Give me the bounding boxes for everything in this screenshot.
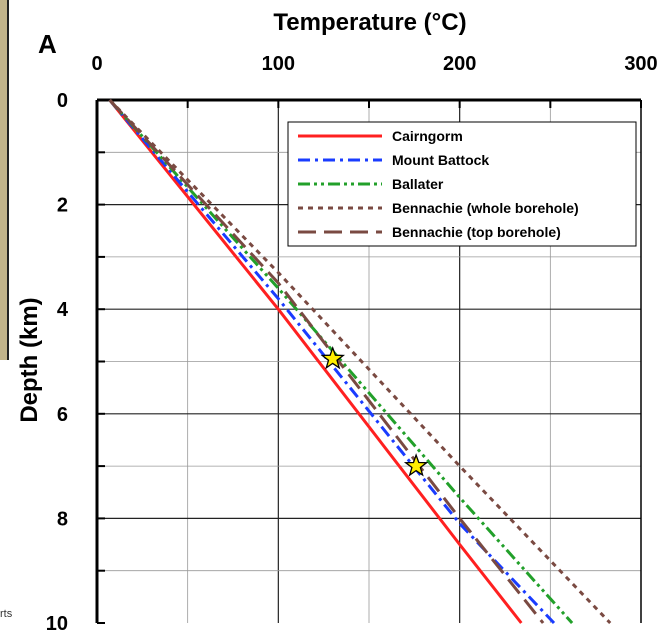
legend-label: Bennachie (whole borehole) [392, 200, 579, 216]
cropped-map-fragment [0, 0, 8, 360]
y-axis-ticks: 0 2 4 6 8 10 [46, 90, 105, 633]
series-lines [108, 98, 612, 625]
series-line-bennachie-whole-borehole [108, 98, 612, 625]
legend-label: Ballater [392, 176, 444, 192]
y-tick-label: 0 [57, 90, 68, 112]
legend-label: Bennachie (top borehole) [392, 224, 561, 240]
series-line-bennachie-top-borehole [108, 98, 545, 624]
series-line-ballater [108, 98, 574, 625]
star-markers [320, 345, 429, 477]
x-axis-ticks: 0 100 200 300 [91, 53, 658, 108]
legend: Cairngorm Mount Battock Ballater Bennachie … [287, 121, 637, 247]
star-marker [403, 453, 429, 477]
legend-label: Mount Battock [392, 152, 489, 168]
y-tick-label: 4 [57, 299, 69, 321]
y-tick-label: 2 [57, 195, 68, 217]
y-tick-label: 6 [57, 404, 68, 426]
cropped-text-fragment: rts [0, 608, 13, 620]
x-tick-label: 0 [91, 53, 102, 75]
y-axis-title: Depth (km) [16, 297, 43, 422]
x-tick-label: 200 [443, 53, 476, 75]
x-tick-label: 100 [262, 53, 295, 75]
legend-label: Cairngorm [392, 128, 463, 144]
panel-label: A [38, 29, 57, 59]
x-axis-title: Temperature (°C) [273, 9, 466, 36]
series-line-mount-battock [108, 99, 556, 625]
star-marker [320, 345, 346, 370]
x-tick-label: 300 [624, 53, 657, 75]
y-tick-label: 8 [57, 508, 68, 530]
series-line-cairngorm [108, 99, 523, 624]
y-tick-label: 10 [46, 613, 68, 633]
